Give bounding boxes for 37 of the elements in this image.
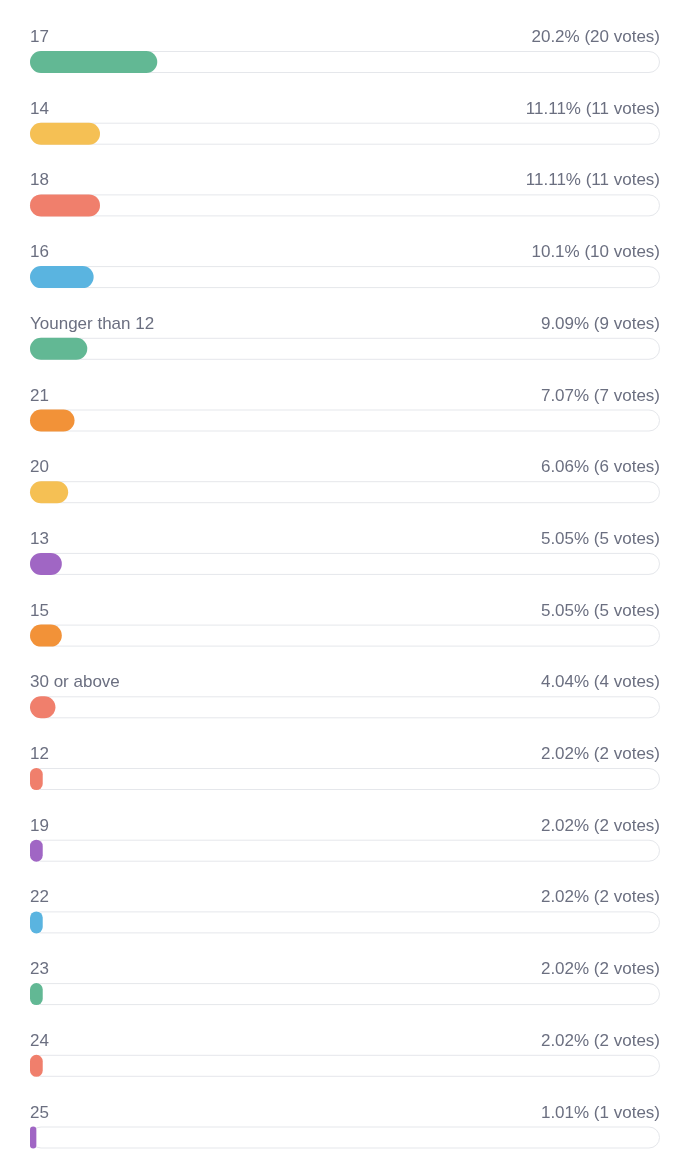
data-label: 9.09% (9 votes) (540, 313, 660, 333)
y-tick-label: 23 (30, 959, 49, 979)
y-tick-label: 20 (30, 457, 49, 477)
y-tick-label: 22 (30, 887, 49, 907)
y-tick-label: 30 or above (30, 672, 120, 692)
bar (30, 122, 100, 145)
y-tick-label: 19 (30, 815, 49, 835)
bar (30, 337, 88, 360)
y-tick-label: 24 (30, 1030, 49, 1050)
bar (30, 194, 100, 217)
y-tick-label: 25 (30, 1102, 49, 1122)
data-label: 7.07% (7 votes) (540, 385, 660, 405)
bar (30, 51, 158, 73)
y-tick-label: 18 (30, 170, 49, 190)
y-tick-label: 12 (30, 744, 49, 763)
data-label: 6.06% (6 votes) (540, 457, 660, 477)
data-label: 11.11% (11 votes) (525, 170, 660, 190)
data-label: 2.02% (2 votes) (540, 959, 660, 979)
data-label: 2.02% (2 votes) (540, 744, 660, 763)
data-label: 4.04% (4 votes) (540, 672, 660, 692)
data-label: 20.2% (20 votes) (531, 27, 660, 46)
y-tick-label: 15 (30, 600, 49, 620)
y-tick-label: 16 (30, 242, 49, 262)
data-label: 2.02% (2 votes) (540, 887, 660, 907)
data-label: 2.02% (2 votes) (540, 1030, 660, 1050)
data-label: 11.11% (11 votes) (525, 98, 660, 118)
y-tick-label: 17 (30, 27, 49, 46)
y-tick-label: 13 (30, 528, 49, 548)
data-label: 5.05% (5 votes) (540, 600, 660, 620)
data-label: 5.05% (5 votes) (540, 528, 660, 548)
data-label: 10.1% (10 votes) (531, 242, 660, 262)
data-label: 1.01% (1 votes) (540, 1102, 660, 1122)
y-tick-label: Younger than 12 (30, 313, 155, 333)
data-label: 2.02% (2 votes) (540, 815, 660, 835)
y-tick-label: 21 (30, 385, 49, 405)
bar (30, 266, 94, 289)
y-tick-label: 14 (30, 98, 49, 118)
